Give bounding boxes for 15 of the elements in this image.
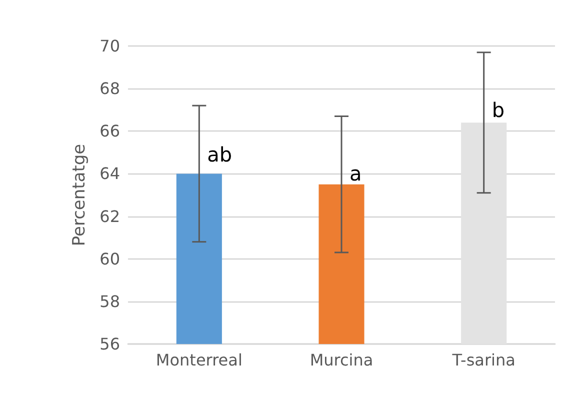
x-tick-label: Murcina (310, 350, 374, 370)
y-tick-label: 60 (100, 249, 120, 268)
x-tick-label: T-sarina (451, 350, 516, 370)
y-tick-label: 56 (100, 334, 120, 354)
y-tick-label: 64 (100, 164, 120, 184)
y-tick-label: 58 (100, 292, 120, 311)
x-tick-label: Monterreal (156, 350, 242, 370)
annotation: b (492, 98, 505, 122)
y-tick-label: 62 (100, 206, 120, 226)
annotation: ab (207, 142, 232, 167)
y-tick-label: 66 (100, 122, 120, 141)
annotation: a (350, 162, 362, 186)
y-tick-label: 68 (100, 79, 120, 98)
y-tick-label: 70 (100, 36, 120, 56)
y-axis-title: Percentatge (70, 144, 90, 246)
